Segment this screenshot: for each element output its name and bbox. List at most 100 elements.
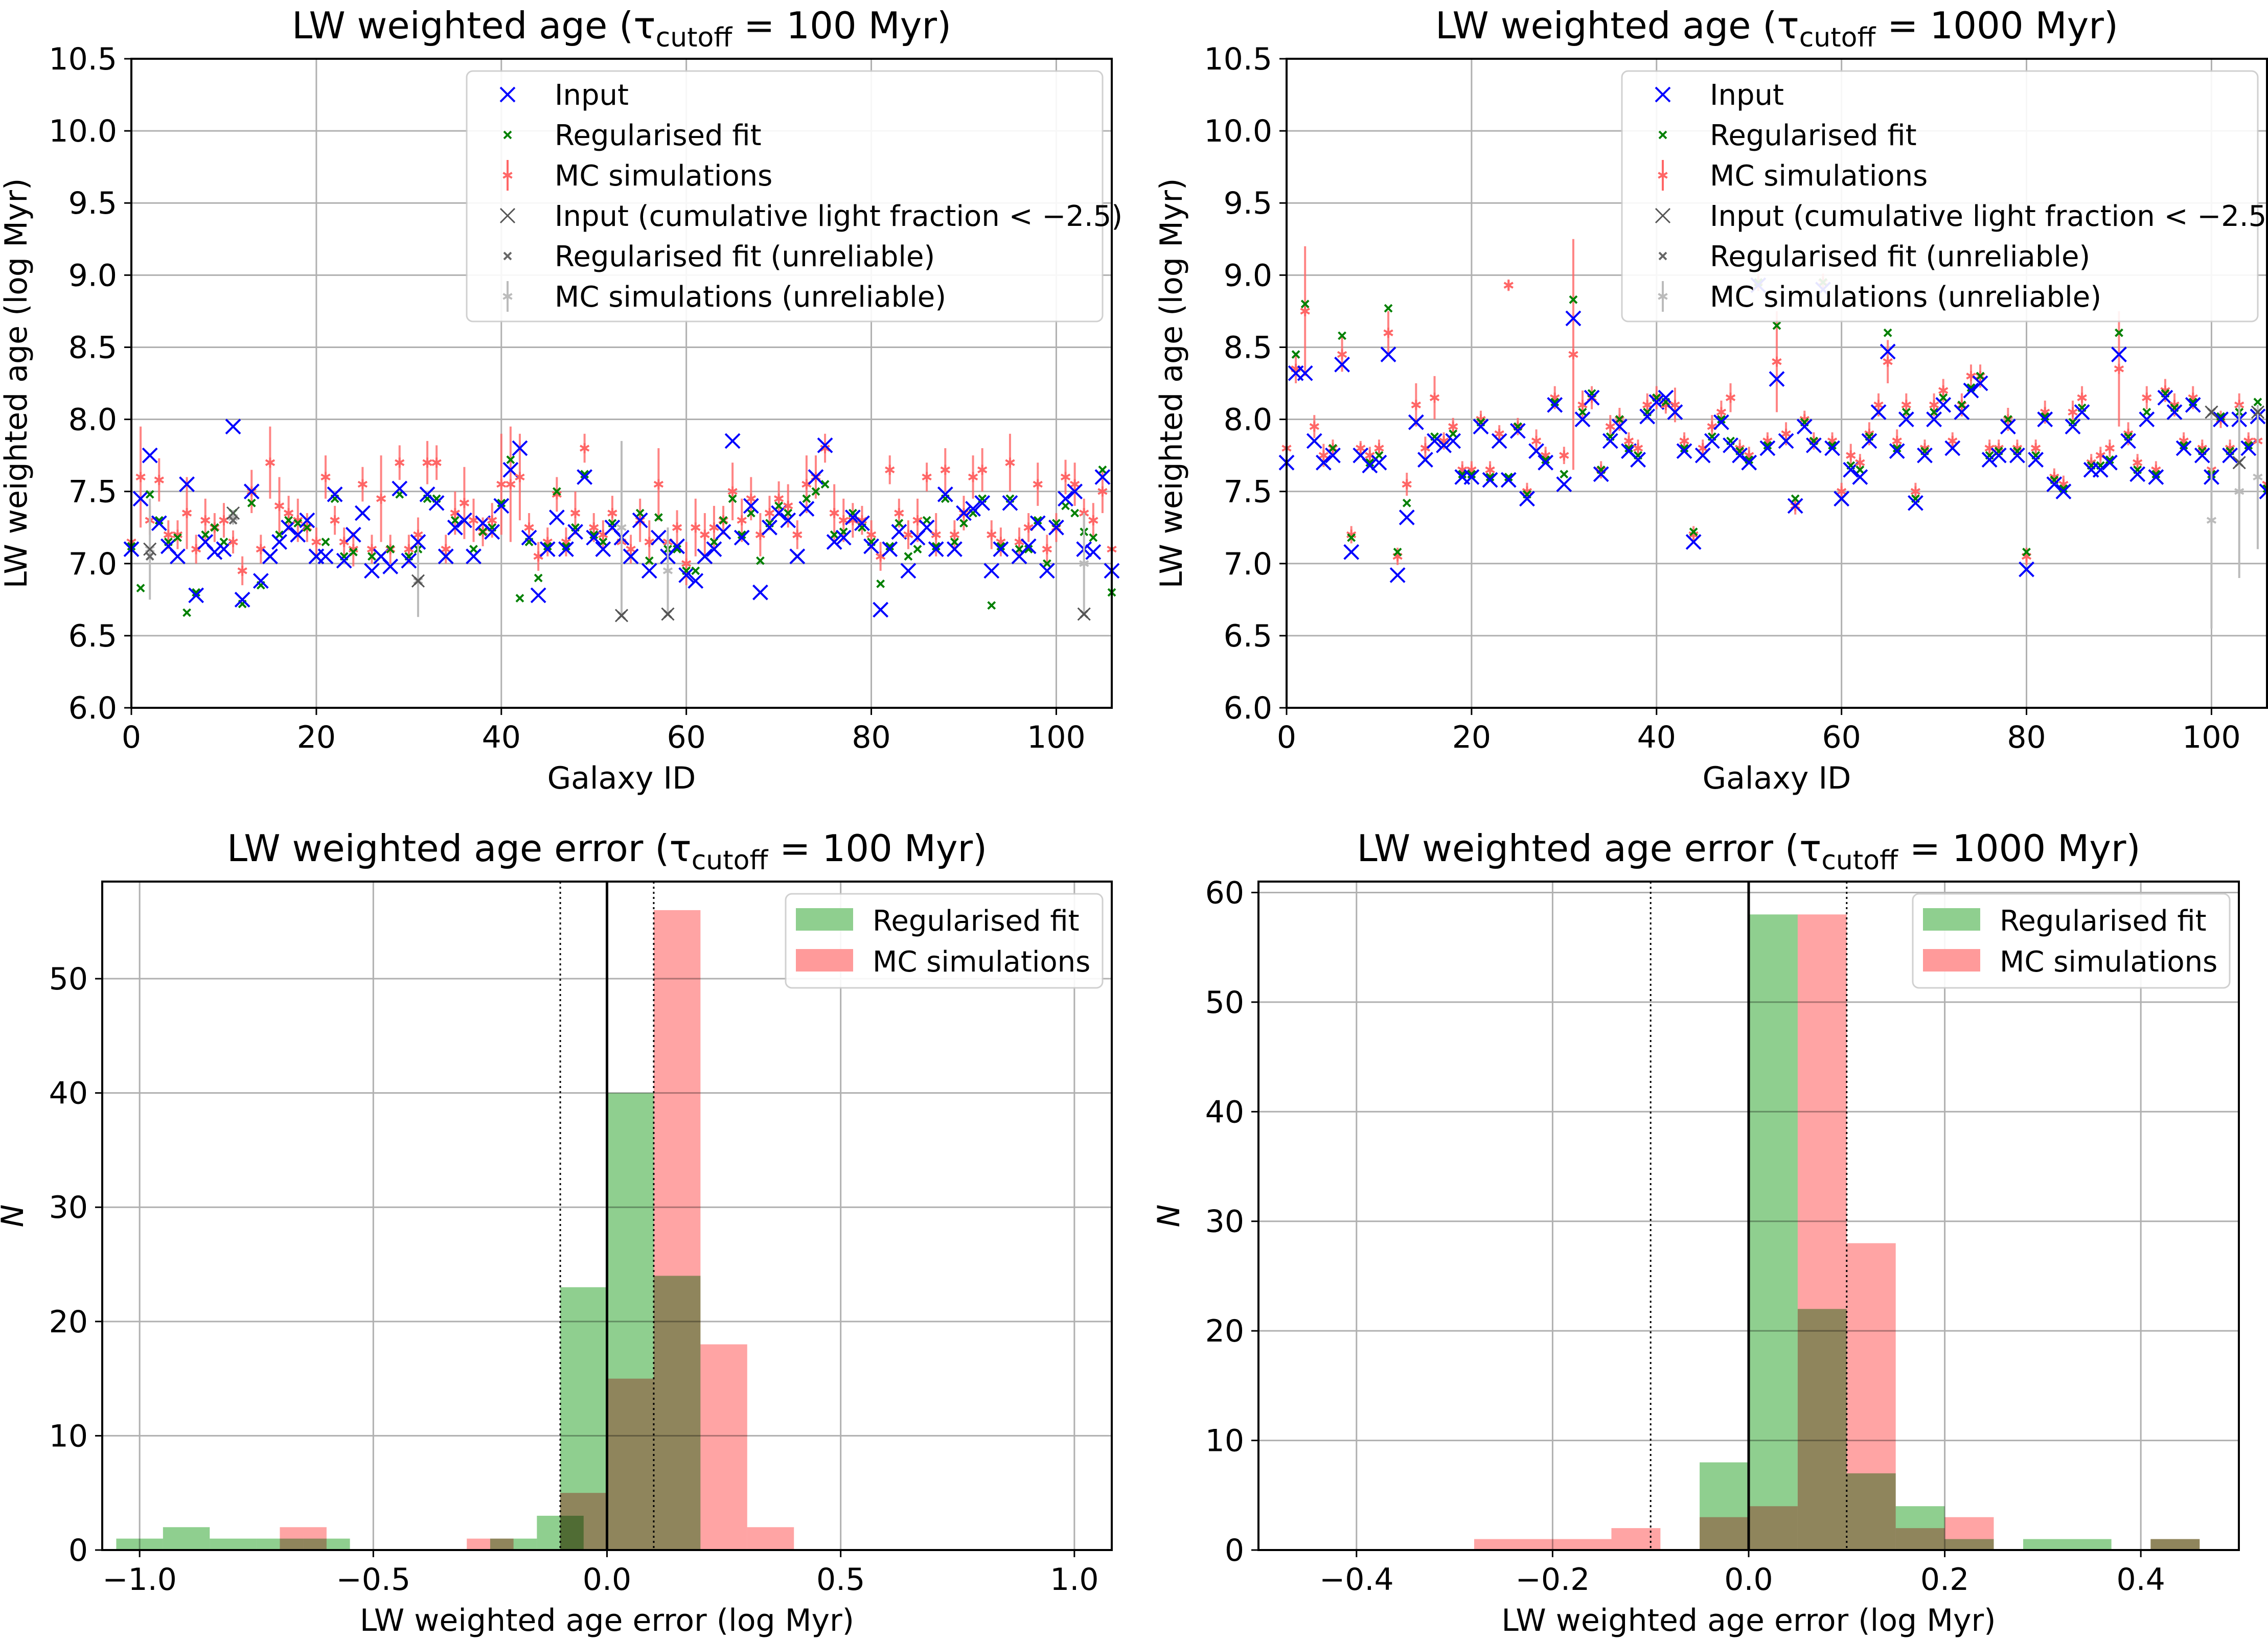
mc-bar bbox=[1895, 1528, 1945, 1550]
reg-point bbox=[552, 487, 561, 496]
input-point-stroke bbox=[1954, 404, 1970, 420]
input-point bbox=[225, 419, 241, 435]
mc-point-stroke bbox=[1531, 437, 1542, 445]
mc-point bbox=[1383, 328, 1393, 338]
input-point bbox=[447, 519, 463, 536]
chart-title: LW weighted age error (τcutoff = 100 Myr… bbox=[227, 827, 987, 876]
input-point bbox=[798, 501, 815, 517]
input-point-stroke bbox=[1067, 483, 1083, 500]
legend-reg-swatch bbox=[796, 908, 853, 931]
input-point-stroke bbox=[2185, 397, 2201, 413]
input-point-stroke bbox=[1805, 437, 1822, 453]
mc-point-stroke bbox=[1318, 452, 1329, 459]
input-point-stroke bbox=[1556, 476, 1572, 492]
input-point bbox=[1602, 433, 1618, 449]
input-point bbox=[410, 534, 426, 550]
reg-point-stroke bbox=[654, 513, 663, 522]
input-point bbox=[715, 524, 731, 540]
input-point-stroke bbox=[2111, 346, 2127, 362]
reg-point bbox=[709, 538, 719, 546]
reg-point bbox=[2022, 547, 2031, 557]
reg-point-stroke bbox=[497, 498, 506, 507]
reg-point bbox=[515, 594, 524, 603]
mc-bar bbox=[653, 910, 701, 1550]
input-point bbox=[392, 480, 408, 497]
input-point-stroke bbox=[780, 512, 796, 528]
input-point bbox=[1427, 433, 1442, 449]
y-tick-label: 10.0 bbox=[49, 113, 117, 149]
plot-frame bbox=[1286, 58, 2268, 709]
input-point bbox=[345, 526, 361, 543]
legend-uinput-marker-stroke bbox=[1655, 207, 1671, 224]
mc-bar bbox=[467, 1538, 514, 1550]
legend-mc-marker-stroke bbox=[502, 172, 513, 179]
reg-point bbox=[1347, 533, 1356, 542]
input-point bbox=[2111, 346, 2127, 362]
reg-point-stroke bbox=[515, 594, 524, 603]
input-point bbox=[1898, 411, 1914, 427]
input-unreliable-point-stroke bbox=[614, 609, 629, 622]
input-point-stroke bbox=[2019, 561, 2034, 577]
input-point bbox=[170, 548, 186, 565]
input-point-stroke bbox=[1048, 519, 1064, 536]
mc-point-stroke bbox=[1633, 445, 1643, 452]
reg-point-stroke bbox=[802, 494, 811, 503]
legend-uinput-marker bbox=[1655, 207, 1671, 224]
reg-point-stroke bbox=[1098, 465, 1107, 474]
reg-point bbox=[2216, 412, 2225, 421]
input-point bbox=[2000, 419, 2016, 435]
input-point bbox=[1685, 534, 1702, 550]
mc-bar bbox=[1846, 1243, 1896, 1550]
reg-point-stroke bbox=[904, 552, 913, 561]
reg-point bbox=[811, 487, 820, 496]
mc-point-stroke bbox=[1383, 329, 1393, 336]
mc-point-stroke bbox=[265, 459, 276, 466]
mc-unreliable-point bbox=[1079, 558, 1089, 569]
mc-point bbox=[903, 529, 913, 540]
input-point bbox=[2213, 411, 2229, 427]
mc-point bbox=[1337, 349, 1347, 360]
input-point-stroke bbox=[1094, 469, 1111, 485]
mc-point-stroke bbox=[135, 473, 146, 481]
reg-point-stroke bbox=[2244, 441, 2253, 450]
mc-point-stroke bbox=[922, 473, 932, 481]
reg-point bbox=[1338, 331, 1346, 340]
mc-point-stroke bbox=[1088, 517, 1098, 524]
mc-point bbox=[644, 537, 654, 547]
input-point-stroke bbox=[1334, 356, 1350, 373]
reg-point bbox=[2115, 328, 2123, 337]
mc-point bbox=[579, 443, 590, 453]
input-point bbox=[1713, 414, 1729, 430]
reg-point bbox=[450, 516, 460, 525]
legend-mc-marker-stroke bbox=[1658, 172, 1668, 179]
reg-point-stroke bbox=[2179, 441, 2188, 450]
mc-point-stroke bbox=[764, 510, 775, 517]
input-point bbox=[1769, 371, 1785, 387]
mc-point bbox=[1707, 421, 1717, 432]
chart-title: LW weighted age (τcutoff = 1000 Myr) bbox=[1435, 4, 2118, 53]
x-tick-label: 80 bbox=[852, 720, 890, 755]
input-unreliable-point bbox=[614, 609, 629, 622]
reg-point-stroke bbox=[469, 545, 478, 553]
mc-point-stroke bbox=[1356, 445, 1366, 452]
reg-point-stroke bbox=[1070, 509, 1080, 518]
reg-point-stroke bbox=[996, 542, 1005, 551]
reg-point-stroke bbox=[534, 573, 543, 583]
input-point bbox=[1371, 454, 1387, 471]
mc-point-stroke bbox=[1948, 437, 1958, 445]
x-tick-label: −1.0 bbox=[102, 1562, 177, 1598]
reg-point-stroke bbox=[1291, 350, 1300, 359]
reg-point bbox=[1791, 494, 1800, 503]
mc-point bbox=[468, 515, 479, 526]
reg-point bbox=[645, 556, 654, 565]
input-point bbox=[1880, 343, 1896, 360]
input-point bbox=[484, 524, 500, 540]
input-point bbox=[669, 538, 685, 554]
input-point-stroke bbox=[2194, 447, 2210, 464]
input-point-stroke bbox=[1491, 433, 1507, 449]
input-point bbox=[1805, 437, 1822, 453]
reg-point-stroke bbox=[959, 519, 968, 528]
mc-point bbox=[1901, 400, 1911, 410]
mc-point bbox=[977, 465, 988, 475]
input-unreliable-point-stroke bbox=[2205, 405, 2218, 419]
